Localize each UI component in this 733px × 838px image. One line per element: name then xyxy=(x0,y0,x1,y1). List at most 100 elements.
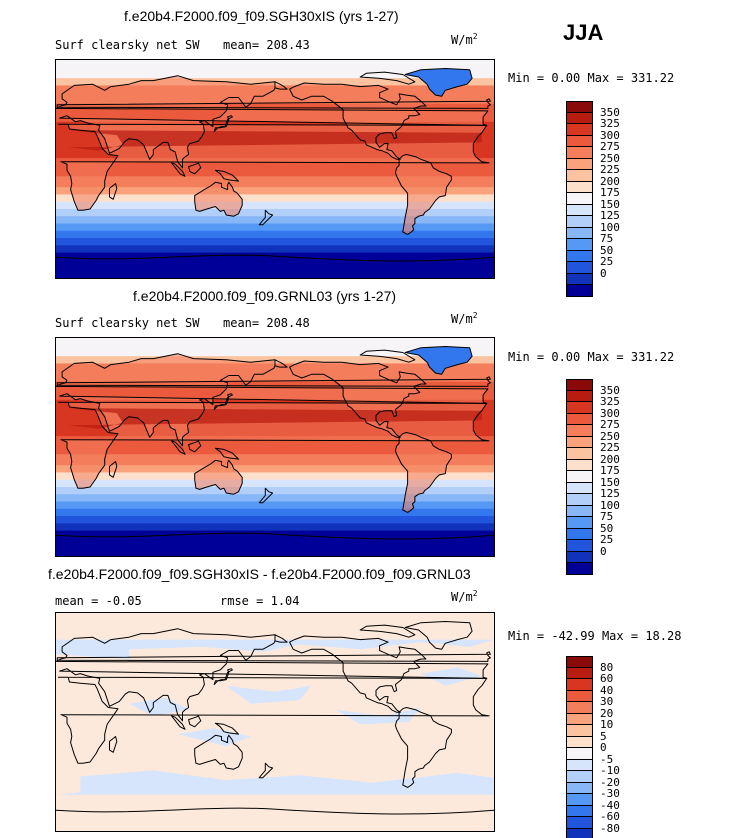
field-band xyxy=(56,519,494,524)
colorbar-box xyxy=(566,725,593,737)
panel2-min-label: Min = xyxy=(508,350,545,364)
colorbar-box xyxy=(566,771,593,783)
coastline xyxy=(194,459,243,495)
panel3-rmse-label: rmse = xyxy=(220,594,264,608)
field-band xyxy=(56,205,494,210)
field-band xyxy=(56,216,494,221)
colorbar-box xyxy=(566,782,593,794)
panel2-title: f.e20b4.F2000.f09_f09.GRNL03 (yrs 1-27) xyxy=(133,288,397,304)
field-band xyxy=(56,179,494,185)
land-fill xyxy=(56,75,488,168)
panel2-map xyxy=(55,337,495,557)
colorbar-box xyxy=(566,713,593,725)
coastline xyxy=(404,621,473,650)
field-band xyxy=(56,468,494,473)
field-band xyxy=(56,183,494,188)
field-band xyxy=(56,516,494,521)
coastline xyxy=(213,668,233,685)
panel2-variable: Surf clearsky net SW xyxy=(55,316,200,330)
field-band xyxy=(56,201,494,206)
panel3-units: W/m2 xyxy=(451,589,478,604)
field-band xyxy=(56,523,494,528)
colorbar-tick-label: 25 xyxy=(600,255,614,268)
colorbar-box xyxy=(566,413,593,425)
colorbar-tick-label: -10 xyxy=(600,764,620,777)
panel2-max-value: 331.22 xyxy=(630,350,675,364)
panel2-mean: mean= 208.48 xyxy=(223,316,310,330)
panel1-variable: Surf clearsky net SW xyxy=(55,38,200,52)
field-band xyxy=(56,161,494,166)
colorbar-box xyxy=(566,736,593,748)
field-band xyxy=(56,494,494,499)
field-band xyxy=(56,187,494,192)
field-band xyxy=(56,172,494,177)
colorbar-box xyxy=(566,402,593,414)
coastline xyxy=(56,75,489,169)
field-band xyxy=(56,252,494,257)
colorbar-box xyxy=(566,204,593,216)
colorbar-box xyxy=(566,135,593,147)
colorbar-box xyxy=(566,528,593,540)
coastline xyxy=(56,376,491,387)
colorbar-box xyxy=(566,690,593,702)
field-band xyxy=(56,490,494,495)
panel2-mean-label: mean= xyxy=(223,316,260,330)
field-band xyxy=(56,450,494,455)
map-field xyxy=(56,338,494,556)
panel1-title: f.e20b4.F2000.f09_f09.SGH30xIS (yrs 1-27… xyxy=(124,8,399,24)
colorbar-tick-label: 250 xyxy=(600,429,620,443)
colorbar-box xyxy=(566,112,593,124)
colorbar-tick-label: 30 xyxy=(600,695,614,708)
panel2-units-exp: 2 xyxy=(472,311,478,320)
field-band xyxy=(56,537,494,542)
colorbar-box xyxy=(566,250,593,262)
colorbar-box xyxy=(566,181,593,193)
field-band xyxy=(56,497,494,502)
colorbar-box xyxy=(566,273,593,285)
field-band xyxy=(56,219,494,224)
panel1-map xyxy=(55,59,495,279)
diff-region xyxy=(56,770,494,795)
colorbar-tick-label: 5 xyxy=(600,729,607,743)
colorbar-box xyxy=(566,193,593,205)
panel2-units: W/m2 xyxy=(451,311,478,326)
field-band xyxy=(56,103,494,108)
coastline xyxy=(56,98,491,109)
colorbar-tick-label: 275 xyxy=(600,418,620,431)
panel1-mean: mean= 208.43 xyxy=(223,38,310,52)
field-band xyxy=(56,223,494,228)
field-band xyxy=(56,259,494,264)
field-band xyxy=(56,248,494,254)
coastline xyxy=(258,487,274,504)
diff-region xyxy=(226,685,312,704)
colorbar-box xyxy=(566,459,593,471)
coastline xyxy=(171,440,186,455)
field-band xyxy=(56,190,494,195)
greenland-ice xyxy=(405,68,473,97)
field-band xyxy=(56,241,494,246)
field-band xyxy=(56,352,494,357)
field-band xyxy=(56,341,494,346)
colorbar-tick-label: 100 xyxy=(600,498,620,512)
colorbar-tick-label: 175 xyxy=(600,464,620,477)
colorbar-tick-label: 250 xyxy=(600,151,620,165)
field-band xyxy=(56,227,494,232)
panel3-mean: mean = -0.05 xyxy=(55,594,142,608)
land-fill xyxy=(56,353,488,446)
field-band xyxy=(56,370,494,375)
colorbar-tick-label: 150 xyxy=(600,197,620,211)
colorbar-tick-label: 100 xyxy=(600,220,620,234)
field-band xyxy=(56,70,494,76)
panel3-title: f.e20b4.F2000.f09_f09.SGH30xIS - f.e20b4… xyxy=(48,566,471,582)
field-band xyxy=(56,447,494,452)
field-band xyxy=(56,256,494,261)
panel3-min-label: Min = xyxy=(508,629,545,643)
colorbar-tick-label: 200 xyxy=(600,452,620,466)
panel3-minmax: Min = -42.99 Max = 18.28 xyxy=(508,629,681,643)
field-band xyxy=(56,92,494,97)
panel1-min-value: 0.00 xyxy=(551,71,581,85)
coastline xyxy=(289,635,427,713)
colorbar-box xyxy=(566,101,593,113)
field-band xyxy=(56,454,494,459)
